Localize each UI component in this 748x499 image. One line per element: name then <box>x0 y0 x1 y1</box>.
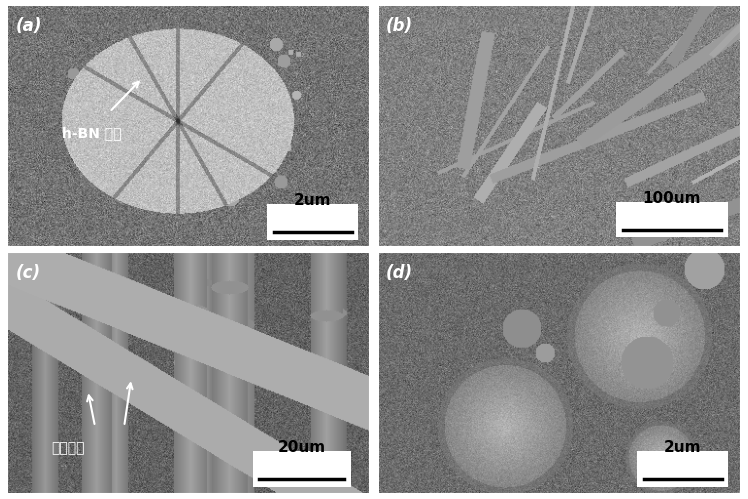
Text: 20um: 20um <box>278 440 326 455</box>
Text: (d): (d) <box>386 264 413 282</box>
Bar <box>267 205 358 240</box>
Text: (c): (c) <box>16 264 41 282</box>
Bar <box>616 202 729 238</box>
Bar <box>637 452 729 487</box>
Text: 2um: 2um <box>294 193 331 209</box>
Text: 拔出纤维: 拔出纤维 <box>52 441 85 455</box>
Bar <box>253 452 351 487</box>
Text: (b): (b) <box>386 17 413 35</box>
Text: 2um: 2um <box>664 440 702 455</box>
Text: 100um: 100um <box>643 191 702 206</box>
Text: (a): (a) <box>16 17 42 35</box>
Text: h-BN 涂层: h-BN 涂层 <box>62 127 122 141</box>
